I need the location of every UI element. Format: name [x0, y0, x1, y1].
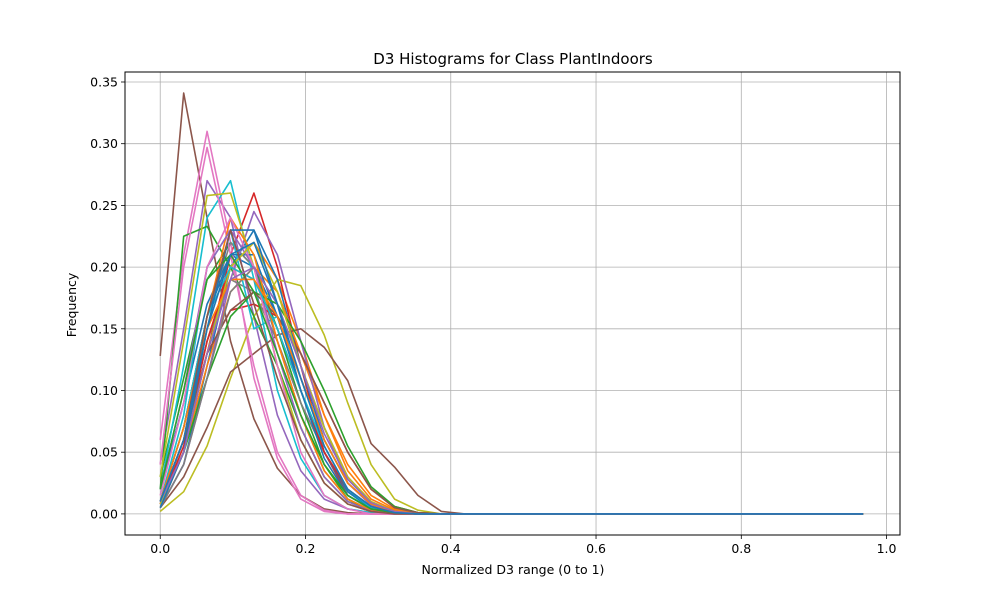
- y-ticks: 0.00 0.05 0.10 0.15 0.20 0.25 0.30 0.35: [90, 74, 125, 521]
- x-tick-label: 0.8: [731, 541, 751, 556]
- y-tick-label: 0.25: [90, 198, 118, 213]
- series-lines: [159, 92, 864, 515]
- x-tick-label: 0.2: [296, 541, 316, 556]
- x-ticks: 0.0 0.2 0.4 0.6 0.8 1.0: [150, 535, 897, 556]
- y-tick-label: 0.20: [90, 260, 118, 275]
- x-tick-label: 1.0: [877, 541, 897, 556]
- x-axis-label: Normalized D3 range (0 to 1): [422, 562, 605, 577]
- x-tick-label: 0.0: [150, 541, 170, 556]
- y-tick-label: 0.10: [90, 383, 118, 398]
- y-tick-label: 0.35: [90, 74, 118, 89]
- x-tick-label: 0.4: [441, 541, 461, 556]
- y-axis-label: Frequency: [64, 272, 79, 337]
- series-line-36: [159, 241, 864, 515]
- y-tick-label: 0.15: [90, 321, 118, 336]
- y-tick-label: 0.05: [90, 445, 118, 460]
- y-tick-label: 0.00: [90, 506, 118, 521]
- chart-title: D3 Histograms for Class PlantIndoors: [373, 50, 653, 68]
- y-tick-label: 0.30: [90, 136, 118, 151]
- axes-frame: [124, 71, 901, 536]
- x-tick-label: 0.6: [586, 541, 606, 556]
